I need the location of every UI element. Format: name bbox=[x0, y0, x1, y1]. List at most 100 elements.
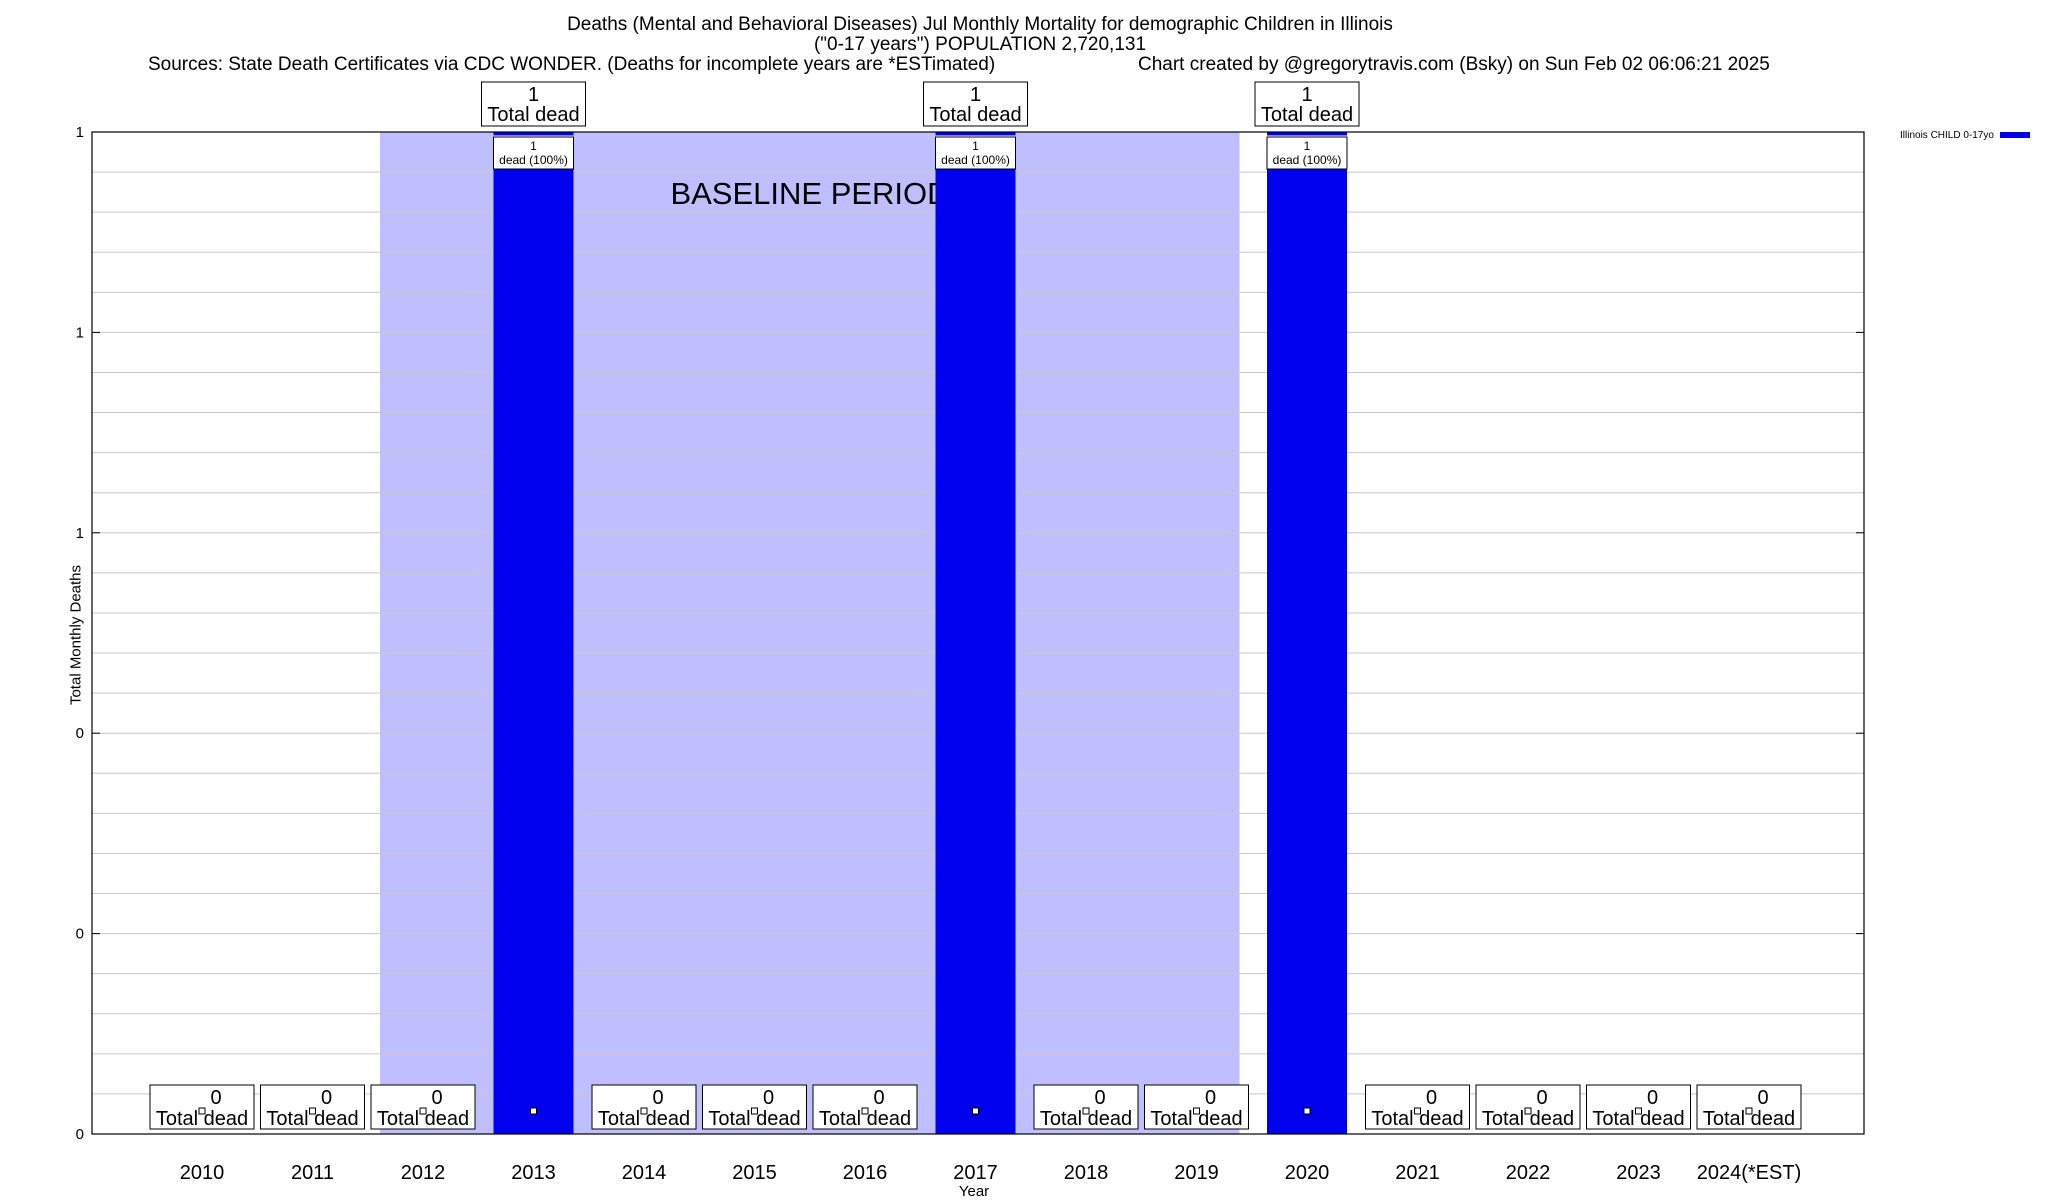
total-label-box bbox=[1144, 1084, 1249, 1130]
x-tick-marker bbox=[972, 1107, 979, 1115]
x-tick-marker bbox=[309, 1107, 316, 1115]
total-label-box bbox=[260, 1084, 365, 1130]
total-label-box bbox=[1696, 1084, 1802, 1130]
total-label-box bbox=[702, 1084, 807, 1130]
total-label-value: 0 bbox=[763, 1087, 774, 1109]
total-label-box bbox=[591, 1084, 697, 1130]
total-label-value: 0 bbox=[1647, 1087, 1658, 1109]
x-tick-label: 2022 bbox=[1506, 1162, 1551, 1184]
x-tick-marker bbox=[1082, 1107, 1090, 1115]
bar-2020 bbox=[1267, 132, 1347, 1134]
total-label-box bbox=[1365, 1084, 1470, 1130]
y-tick-label: 0 bbox=[76, 1126, 84, 1143]
total-label-text: Total dead bbox=[708, 1108, 800, 1130]
total-label-value: 0 bbox=[1757, 1087, 1768, 1109]
bar-label-text: dead (100%) bbox=[1273, 153, 1342, 167]
x-tick-label: 2015 bbox=[732, 1162, 777, 1184]
x-tick-marker bbox=[530, 1107, 537, 1115]
total-label-text: Total dead bbox=[1150, 1108, 1242, 1130]
bar-label-box bbox=[935, 136, 1016, 170]
x-tick-marker bbox=[1524, 1107, 1532, 1115]
total-label-value: 0 bbox=[210, 1087, 221, 1109]
x-tick-marker bbox=[198, 1107, 206, 1115]
bar-label-text: dead (100%) bbox=[941, 153, 1010, 167]
bar-label-text: dead (100%) bbox=[499, 153, 568, 167]
chart-subtitle: ("0-17 years") POPULATION 2,720,131 bbox=[813, 34, 1147, 55]
x-tick-marker bbox=[751, 1107, 758, 1115]
total-label-text: Total dead bbox=[1482, 1108, 1574, 1130]
x-tick-label: 2020 bbox=[1285, 1162, 1330, 1184]
total-label-box bbox=[370, 1084, 476, 1130]
total-label-value: 0 bbox=[1536, 1087, 1547, 1109]
total-label-value: 0 bbox=[652, 1087, 663, 1109]
total-label-box bbox=[481, 81, 586, 127]
chart-sources: Sources: State Death Certificates via CD… bbox=[148, 54, 996, 75]
bar-label-value: 1 bbox=[530, 139, 537, 153]
total-label-value: 0 bbox=[873, 1087, 884, 1109]
total-label-value: 0 bbox=[1426, 1087, 1437, 1109]
total-label-text: Total dead bbox=[1592, 1108, 1684, 1130]
y-tick-label: 0 bbox=[76, 725, 84, 742]
total-label-text: Total dead bbox=[1371, 1108, 1463, 1130]
total-label-box bbox=[1475, 1084, 1581, 1130]
total-label-text: Total dead bbox=[266, 1108, 358, 1130]
total-label-text: Total dead bbox=[1040, 1108, 1132, 1130]
x-tick-label: 2019 bbox=[1174, 1162, 1219, 1184]
x-tick-marker bbox=[1745, 1107, 1753, 1115]
total-label-box bbox=[149, 1084, 255, 1130]
total-label-text: Total dead bbox=[156, 1108, 248, 1130]
legend-label: Illinois CHILD 0-17yo bbox=[1900, 130, 1994, 141]
x-tick-label: 2014 bbox=[622, 1162, 667, 1184]
total-label-box bbox=[923, 81, 1028, 127]
x-tick-label: 2017 bbox=[953, 1162, 998, 1184]
total-label-text: Total dead bbox=[377, 1108, 469, 1130]
y-tick-label: 1 bbox=[76, 324, 84, 341]
total-label-value: 1 bbox=[1301, 84, 1312, 106]
total-label-text: Total dead bbox=[929, 104, 1021, 126]
total-label-text: Total dead bbox=[598, 1108, 690, 1130]
x-tick-marker bbox=[419, 1107, 427, 1115]
total-label-box bbox=[812, 1084, 918, 1130]
total-label-value: 0 bbox=[431, 1087, 442, 1109]
y-tick-label: 1 bbox=[76, 124, 84, 141]
total-label-box bbox=[1033, 1084, 1139, 1130]
total-label-value: 0 bbox=[1205, 1087, 1216, 1109]
total-label-text: Total dead bbox=[1703, 1108, 1795, 1130]
x-tick-marker bbox=[1414, 1107, 1421, 1115]
x-tick-marker bbox=[1193, 1107, 1200, 1115]
total-label-box bbox=[1254, 81, 1360, 127]
y-tick-label: 0 bbox=[76, 926, 84, 943]
x-tick-label: 2012 bbox=[401, 1162, 446, 1184]
legend: Illinois CHILD 0-17yo bbox=[1900, 130, 2030, 141]
x-tick-label: 2010 bbox=[180, 1162, 225, 1184]
x-tick-marker bbox=[640, 1107, 648, 1115]
bar-2013 bbox=[493, 132, 574, 1134]
total-label-value: 0 bbox=[1094, 1087, 1105, 1109]
x-tick-label: 2021 bbox=[1395, 1162, 1440, 1184]
bar-label-value: 1 bbox=[1304, 139, 1311, 153]
total-label-text: Total dead bbox=[819, 1108, 911, 1130]
chart-title: Deaths (Mental and Behavioral Diseases) … bbox=[567, 14, 1393, 35]
legend-swatch bbox=[1999, 132, 2030, 139]
total-label-text: Total dead bbox=[1261, 104, 1353, 126]
x-tick-label: 2024(*EST) bbox=[1697, 1162, 1802, 1184]
x-tick-label: 2023 bbox=[1616, 1162, 1661, 1184]
x-tick-marker bbox=[861, 1107, 869, 1115]
bar-label-value: 1 bbox=[972, 139, 979, 153]
